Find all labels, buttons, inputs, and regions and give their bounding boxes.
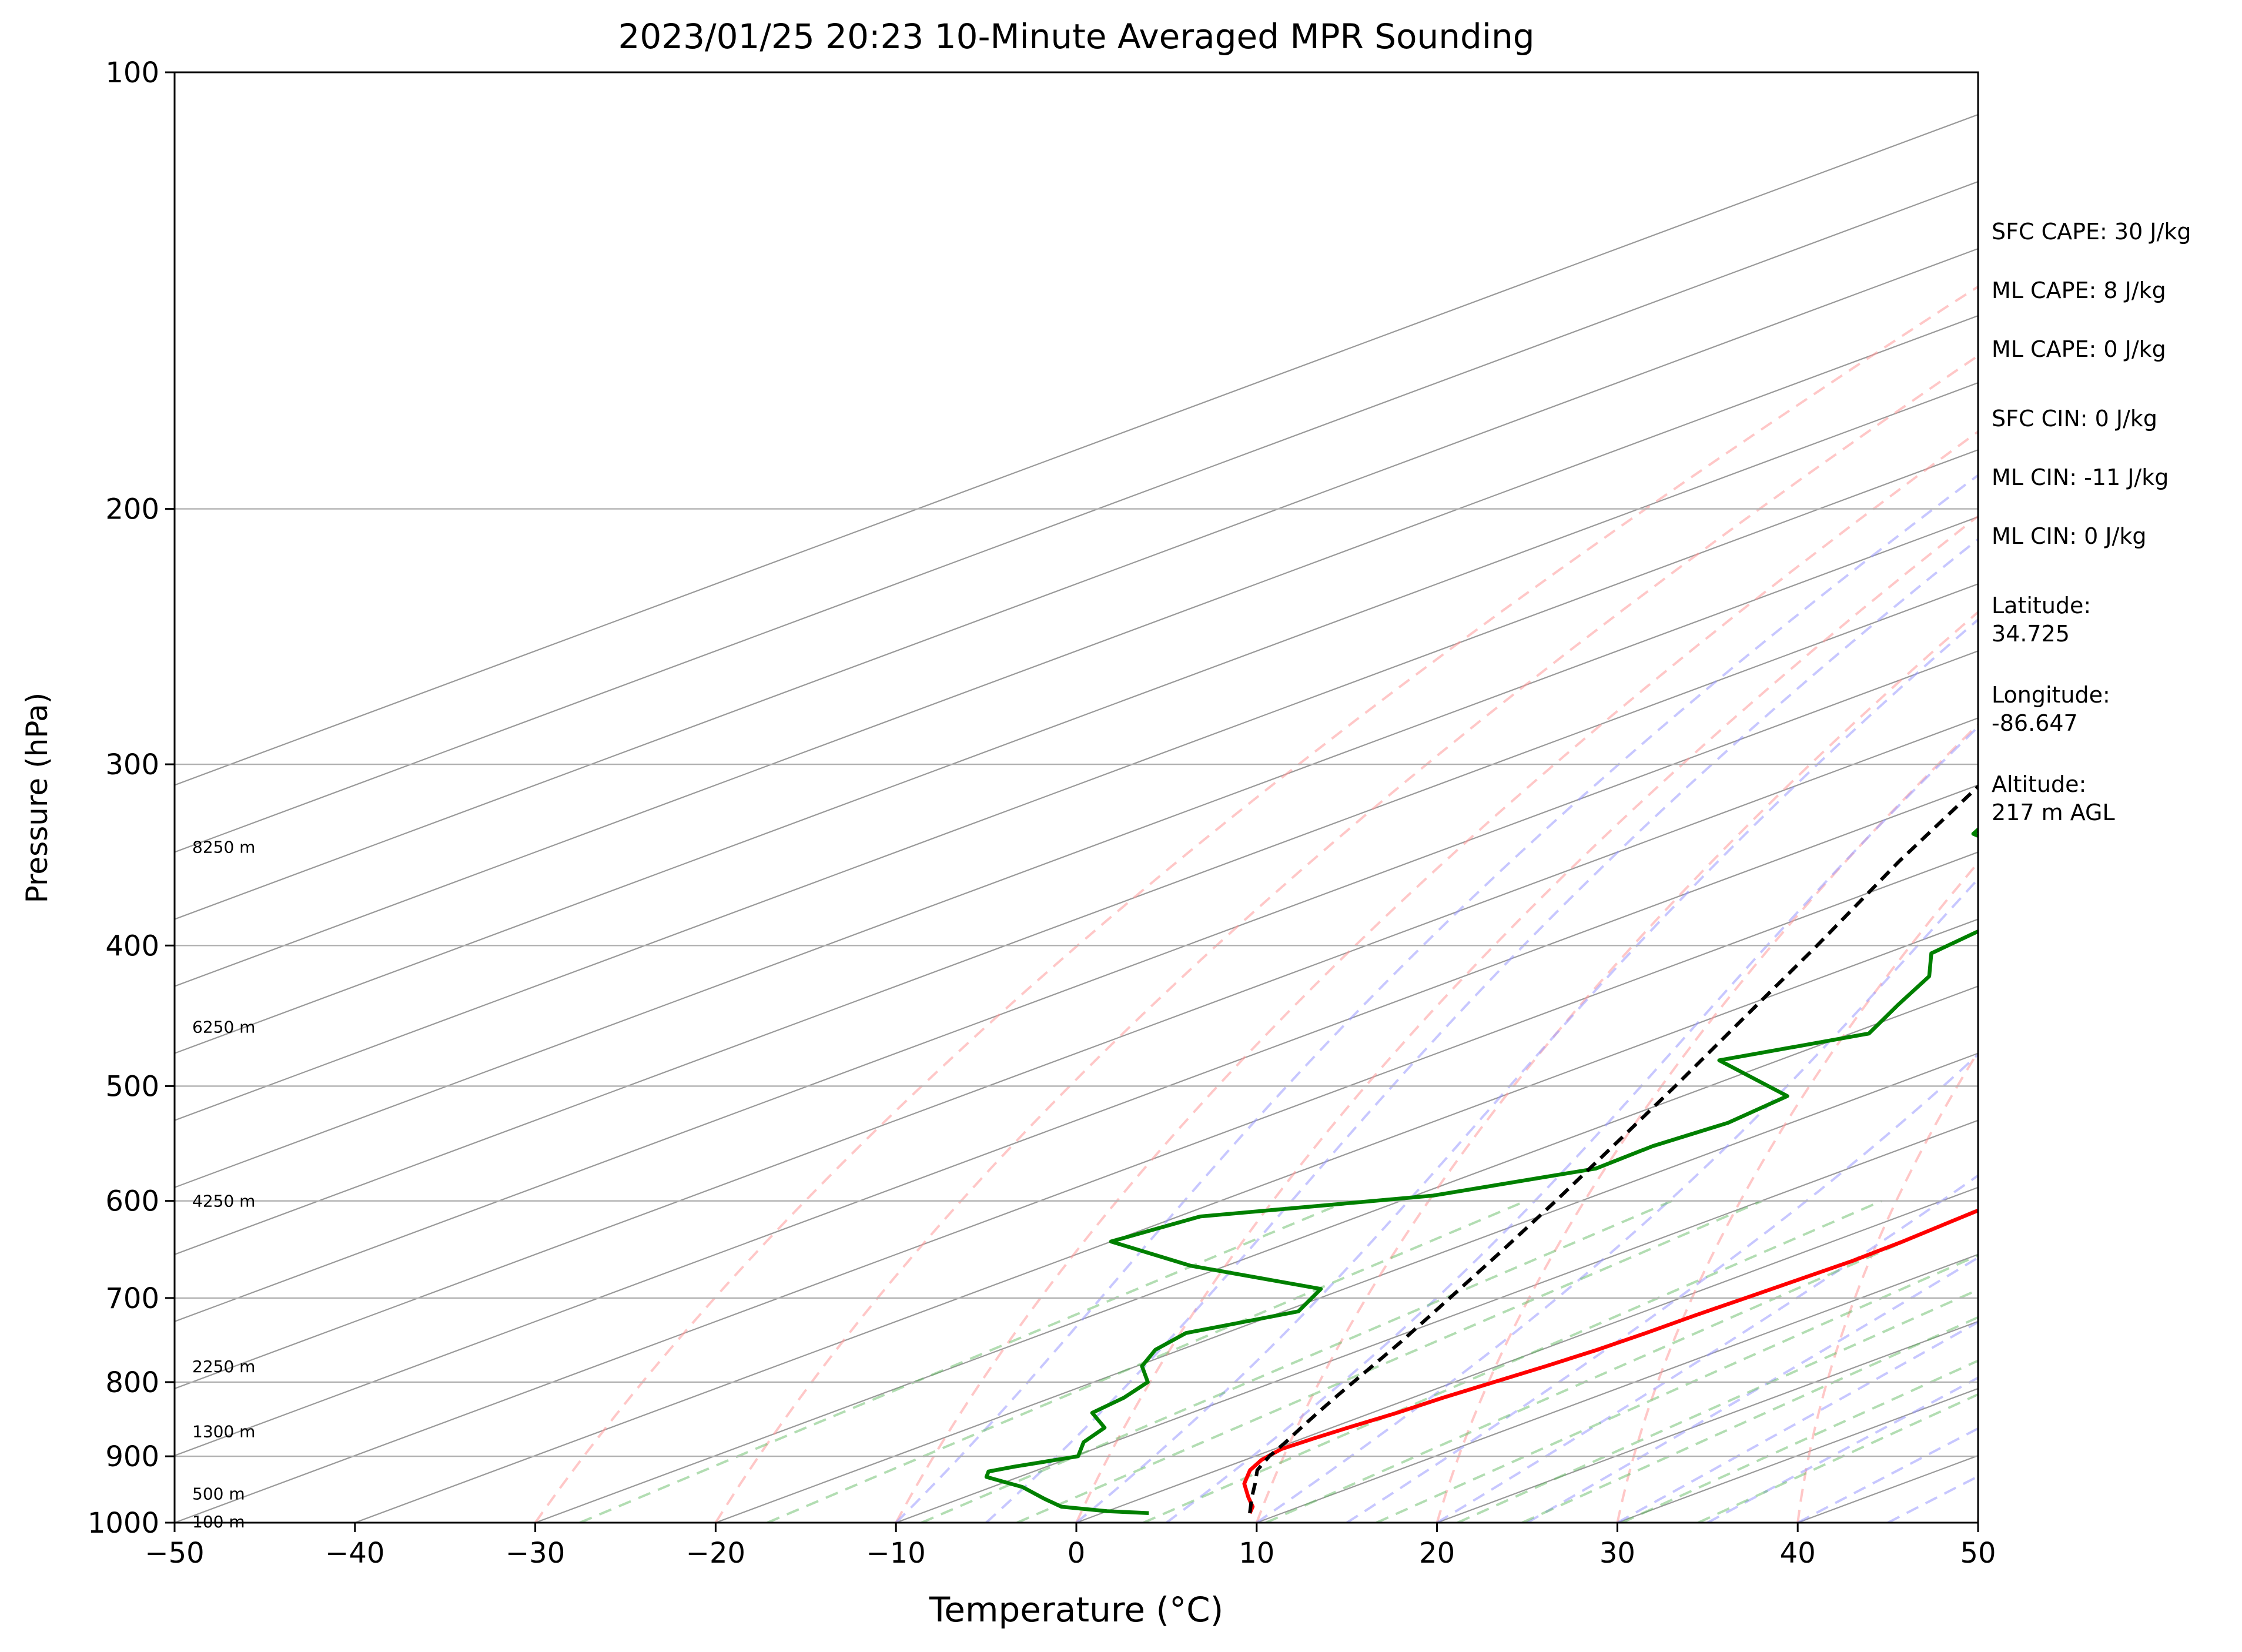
x-tick-label: −30 xyxy=(506,1537,565,1570)
altitude-value: 217 m AGL xyxy=(1992,800,2115,825)
isotherm-line xyxy=(175,113,1978,786)
moist-adiabat-line xyxy=(985,537,1978,1523)
height-label: 2250 m xyxy=(192,1357,255,1376)
isotherm-line xyxy=(175,516,1978,1188)
y-tick-label: 800 xyxy=(105,1366,159,1399)
dry-adiabat-line xyxy=(534,285,1978,1523)
height-label: 6250 m xyxy=(192,1017,255,1036)
isotherm-line xyxy=(175,851,1978,1523)
moist-adiabat-line xyxy=(1256,877,1978,1523)
dry-adiabat-line xyxy=(1075,514,1978,1523)
plot-frame xyxy=(173,71,1979,1524)
y-tick-label: 400 xyxy=(105,929,159,962)
isotherm-line xyxy=(1256,1253,1978,1523)
x-tick-label: −50 xyxy=(145,1537,204,1570)
y-axis-label: Pressure (hPa) xyxy=(20,693,54,904)
y-tick-label: 300 xyxy=(105,748,159,781)
x-axis-ticks: −50 −40 −30 −20 −10 0 10 20 30 40 50 xyxy=(145,1523,1996,1570)
x-tick-label: 20 xyxy=(1419,1537,1455,1570)
altitude-block: Altitude: 217 m AGL xyxy=(1992,770,2238,827)
dry-adiabat-line xyxy=(714,354,1978,1523)
isotherm-line xyxy=(175,650,1978,1323)
x-tick-label: 10 xyxy=(1239,1537,1274,1570)
isotherm-line xyxy=(175,784,1978,1457)
longitude-block: Longitude: -86.647 xyxy=(1992,681,2238,737)
ml-cape-text-2: ML CAPE: 0 J/kg xyxy=(1992,336,2166,362)
mixing-ratio-line xyxy=(1621,1359,1978,1523)
dry-adiabat-line xyxy=(895,430,1978,1523)
height-label: 500 m xyxy=(192,1484,245,1504)
isotherm-line xyxy=(1076,1186,1978,1523)
x-axis-label: Temperature (°C) xyxy=(929,1590,1224,1630)
height-label: 4250 m xyxy=(192,1192,255,1211)
moist-adiabat-line xyxy=(1075,618,1978,1523)
ml-cin-text: ML CIN: -11 J/kg xyxy=(1992,464,2169,490)
y-tick-label: 600 xyxy=(105,1185,159,1218)
height-label: 8250 m xyxy=(192,837,255,857)
temperature-line xyxy=(1242,1208,1978,1514)
sfc-cin-text: SFC CIN: 0 J/kg xyxy=(1992,406,2158,432)
mixing-ratio-line xyxy=(579,1199,1348,1523)
mixing-ratio-line xyxy=(1698,1393,1978,1523)
mixing-ratio-line xyxy=(921,1199,1673,1523)
x-tick-label: −40 xyxy=(325,1537,384,1570)
longitude-value: -86.647 xyxy=(1992,710,2078,736)
moist-adiabat-line xyxy=(1436,1174,1978,1523)
profile-lines xyxy=(984,784,1978,1516)
x-tick-label: 30 xyxy=(1599,1537,1635,1570)
dry-adiabat-line xyxy=(1435,723,1978,1523)
latitude-label: Latitude: xyxy=(1992,593,2092,618)
isotherm-line xyxy=(175,248,1978,920)
isotherm-line xyxy=(175,583,1978,1255)
height-labels: 100 m 500 m 1300 m 2250 m 4250 m 6250 m 8250 m xyxy=(192,837,255,1531)
isotherm-line xyxy=(175,382,1978,1054)
isotherm-line xyxy=(354,918,1978,1523)
x-tick-label: 40 xyxy=(1780,1537,1816,1570)
x-tick-label: −10 xyxy=(866,1537,926,1570)
parcel-line xyxy=(1248,784,1978,1514)
mixing-ratio-line xyxy=(1143,1199,1882,1523)
x-tick-label: 50 xyxy=(1960,1537,1996,1570)
sfc-cape-text: SFC CAPE: 30 J/kg xyxy=(1992,219,2191,245)
y-tick-label: 1000 xyxy=(88,1507,159,1540)
y-tick-label: 100 xyxy=(105,56,159,89)
altitude-label: Altitude: xyxy=(1992,771,2087,797)
y-axis-ticks: 1000 900 800 700 600 500 400 300 200 100 xyxy=(88,56,175,1540)
chart-title: 2023/01/25 20:23 10-Minute Averaged MPR … xyxy=(618,16,1534,56)
isotherm-line xyxy=(175,449,1978,1121)
height-label: 1300 m xyxy=(192,1422,255,1442)
latitude-block: Latitude: 34.725 xyxy=(1992,591,2238,648)
isotherm-line xyxy=(895,1119,1978,1523)
ml-cin-text-2: ML CIN: 0 J/kg xyxy=(1992,523,2147,549)
latitude-value: 34.725 xyxy=(1992,621,2070,647)
stats-panel: SFC CAPE: 30 J/kg ML CAPE: 8 J/kg ML CAP… xyxy=(1992,218,2238,860)
mixing-ratio-line xyxy=(767,1199,1527,1523)
dry-adiabat-line xyxy=(1616,861,1978,1523)
isotherm-line xyxy=(175,180,1978,853)
longitude-label: Longitude: xyxy=(1992,682,2110,708)
y-tick-label: 500 xyxy=(105,1070,159,1103)
isotherm-line xyxy=(175,315,1978,987)
dry-adiabat-line xyxy=(1255,610,1978,1523)
isotherm-line xyxy=(715,1052,1978,1523)
y-tick-label: 200 xyxy=(105,493,159,526)
height-label: 100 m xyxy=(192,1512,245,1531)
x-tick-label: −20 xyxy=(686,1537,745,1570)
dewpoint-line xyxy=(984,827,1978,1516)
y-tick-label: 700 xyxy=(105,1282,159,1315)
x-tick-label: 0 xyxy=(1068,1537,1086,1570)
ml-cape-text: ML CAPE: 8 J/kg xyxy=(1992,277,2166,303)
moist-adiabat-line xyxy=(1706,1376,1978,1523)
isotherm-line xyxy=(175,717,1978,1390)
background-lines xyxy=(175,113,1978,1523)
y-tick-label: 900 xyxy=(105,1440,159,1473)
mixing-ratio-line xyxy=(1016,1199,1763,1523)
isotherm-line xyxy=(535,985,1978,1523)
pressure-gridlines xyxy=(175,508,1978,1457)
mixing-ratio-line xyxy=(1376,1254,1978,1523)
